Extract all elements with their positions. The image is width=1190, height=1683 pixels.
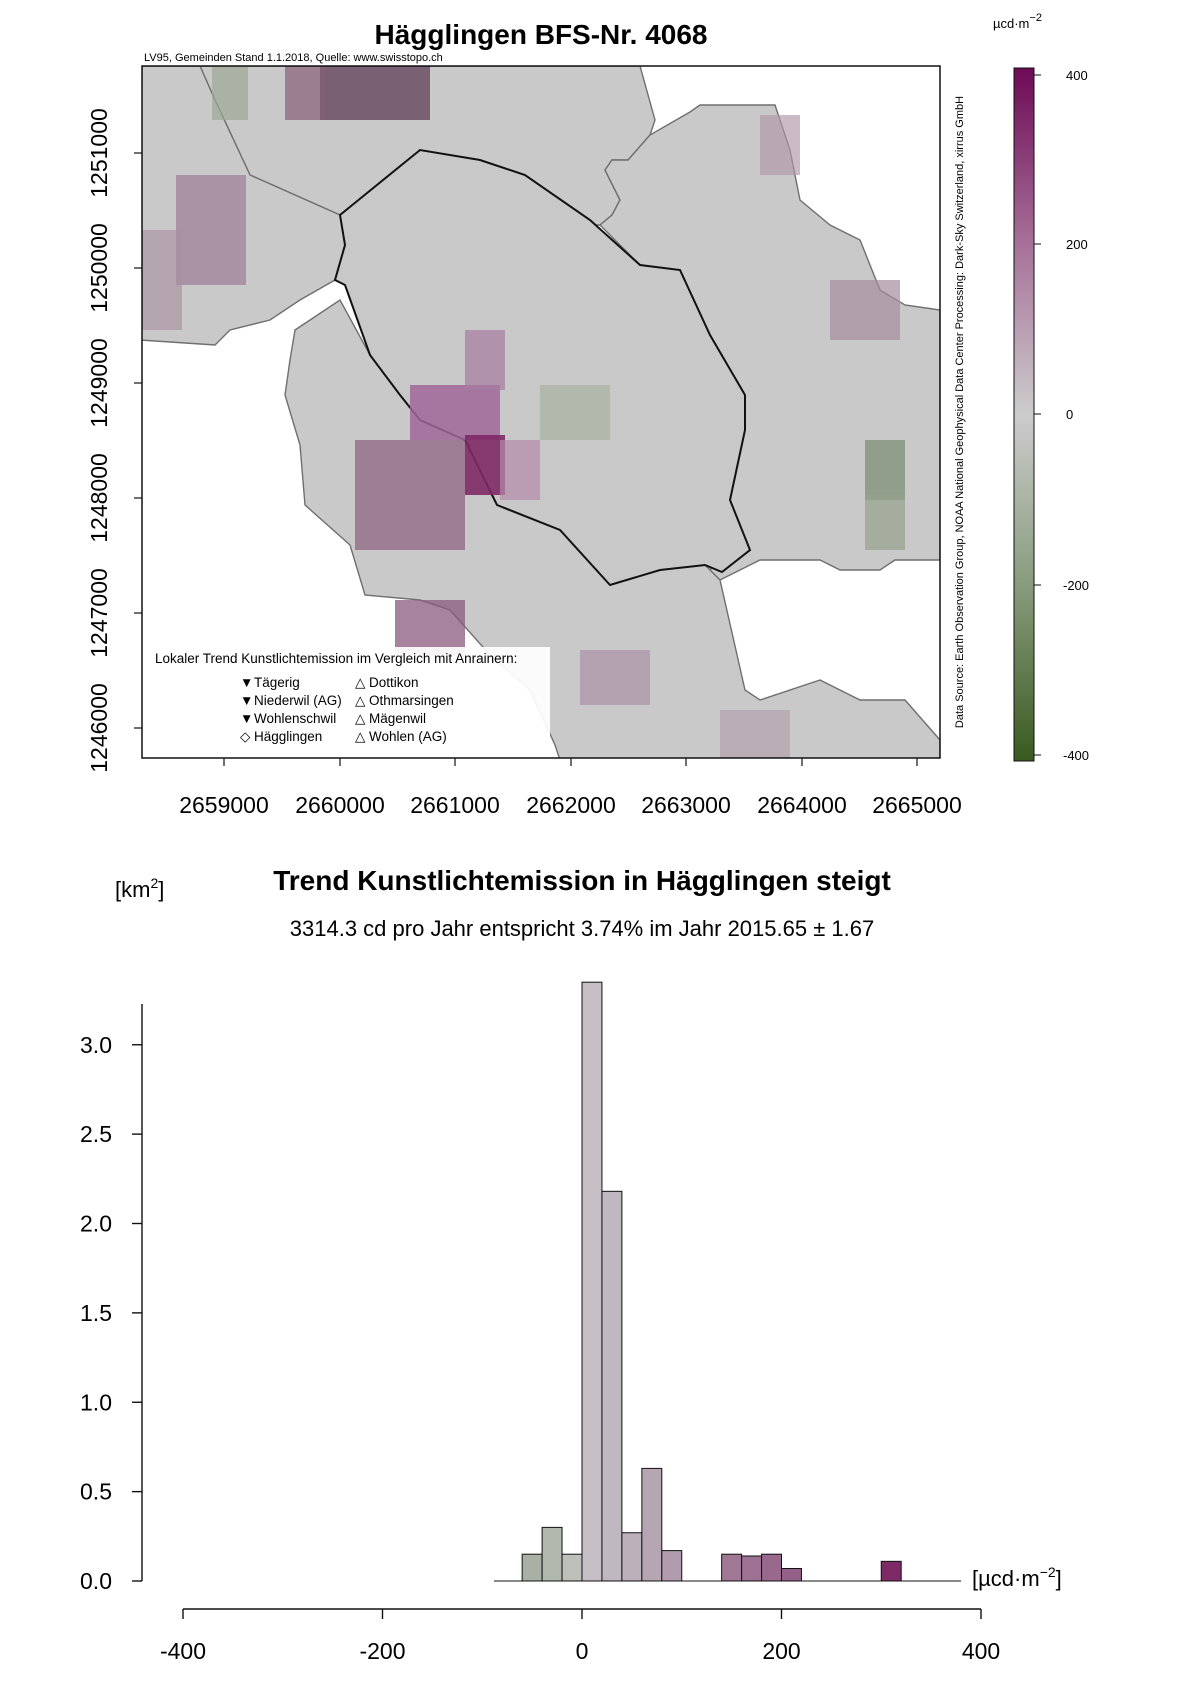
legend-label: Wohlen (AG) <box>369 729 447 744</box>
legend-symbol: △ <box>355 711 366 726</box>
legend-label: Niederwil (AG) <box>254 693 342 708</box>
map-y-tick-label: 1249000 <box>86 338 112 428</box>
histogram-bar <box>761 1553 782 1582</box>
map-x-tick-label: 2664000 <box>757 792 847 818</box>
histogram-x-tick-label: 0 <box>576 1638 589 1664</box>
histogram-bar <box>741 1555 763 1582</box>
histogram-y-tick-label: 1.5 <box>80 1300 112 1326</box>
colorbar-gradient <box>1013 67 1035 762</box>
colorbar-tick-label: 400 <box>1066 68 1088 83</box>
histogram-bar <box>561 1553 583 1582</box>
map-x-tick-label: 2661000 <box>410 792 500 818</box>
legend-symbol: △ <box>355 693 366 708</box>
colorbar: µcd·m−2 400 200 0 -200 -400 <box>993 12 1089 763</box>
map-legend: Lokaler Trend Kunstlichtemission im Verg… <box>155 651 517 744</box>
histogram-bar <box>621 1532 643 1582</box>
map-y-tick-label: 1246000 <box>86 683 112 773</box>
legend-symbol: △ <box>355 729 366 744</box>
map-x-tick-labels: 2659000 2660000 2661000 2662000 2663000 … <box>179 792 962 818</box>
legend-symbol: ▼ <box>240 693 253 708</box>
histogram-y-label: [km2] <box>115 875 164 902</box>
map-legend-box <box>148 647 550 750</box>
legend-symbol: ▼ <box>240 711 253 726</box>
histogram-x-tick-label: -200 <box>359 1638 405 1664</box>
map-subtitle: LV95, Gemeinden Stand 1.1.2018, Quelle: … <box>144 52 443 64</box>
colorbar-tick-label: -400 <box>1063 748 1089 763</box>
histogram-bar <box>581 981 603 1582</box>
map-y-tick-label: 1251000 <box>86 108 112 198</box>
map-frame <box>141 65 941 759</box>
map-y-tick-label: 1247000 <box>86 568 112 658</box>
legend-label: Dottikon <box>369 675 419 690</box>
haegglingen-boundary <box>333 148 752 587</box>
map-x-tick-label: 2660000 <box>295 792 385 818</box>
legend-symbol: ▼ <box>240 675 253 690</box>
histogram-bars <box>521 981 902 1582</box>
histogram-panel: Trend Kunstlichtemission in Hägglingen s… <box>80 865 1062 1664</box>
map-title: Hägglingen BFS-Nr. 4068 <box>375 19 708 50</box>
histogram-y-tick-label: 2.5 <box>80 1121 112 1147</box>
histogram-bar <box>541 1526 563 1582</box>
histogram-x-tick-label: 400 <box>962 1638 1000 1664</box>
map-y-axis <box>134 152 142 729</box>
map-x-tick-label: 2665000 <box>872 792 962 818</box>
histogram-subtitle: 3314.3 cd pro Jahr entspricht 3.74% im J… <box>290 916 874 941</box>
map-y-tick-labels: 1246000 1247000 1248000 1249000 1250000 … <box>86 108 112 773</box>
map-area <box>142 66 940 758</box>
legend-symbol: △ <box>355 675 366 690</box>
colorbar-tick-label: 200 <box>1066 237 1088 252</box>
data-source-note: Data Source: Earth Observation Group, NO… <box>954 96 966 728</box>
colorbar-tick-label: -200 <box>1063 578 1089 593</box>
legend-label: Othmarsingen <box>369 693 454 708</box>
histogram-bar <box>781 1567 802 1582</box>
histogram-bar <box>880 1560 902 1582</box>
histogram-bar <box>521 1553 543 1582</box>
map-x-tick-label: 2659000 <box>179 792 269 818</box>
map-x-axis <box>223 758 918 766</box>
map-x-tick-label: 2663000 <box>641 792 731 818</box>
histogram-bar <box>641 1467 663 1582</box>
histogram-y-ticks: 0.0 0.5 1.0 1.5 2.0 2.5 3.0 <box>80 1032 142 1594</box>
legend-label: Mägenwil <box>369 711 426 726</box>
histogram-x-tick-label: -400 <box>160 1638 206 1664</box>
legend-label: Tägerig <box>254 675 300 690</box>
histogram-y-tick-label: 3.0 <box>80 1032 112 1058</box>
histogram-bar <box>661 1550 683 1582</box>
histogram-y-tick-label: 2.0 <box>80 1211 112 1237</box>
histogram-bar <box>721 1553 743 1582</box>
map-x-tick-label: 2662000 <box>526 792 616 818</box>
histogram-x-ticks: -400 -200 0 200 400 <box>160 1609 1000 1664</box>
map-y-tick-label: 1250000 <box>86 223 112 313</box>
colorbar-unit-label: µcd·m−2 <box>993 12 1042 31</box>
histogram-x-label: [µcd·m−2] <box>972 1564 1062 1591</box>
trend-cells <box>142 66 905 758</box>
colorbar-tick-label: 0 <box>1066 407 1073 422</box>
histogram-y-tick-label: 0.5 <box>80 1479 112 1505</box>
histogram-x-tick-label: 200 <box>762 1638 800 1664</box>
histogram-y-tick-label: 0.0 <box>80 1568 112 1594</box>
map-panel: Hägglingen BFS-Nr. 4068 LV95, Gemeinden … <box>86 19 966 818</box>
histogram-bar <box>601 1190 623 1582</box>
legend-symbol: ◇ <box>240 729 251 744</box>
map-legend-title: Lokaler Trend Kunstlichtemission im Verg… <box>155 651 517 666</box>
histogram-y-tick-label: 1.0 <box>80 1389 112 1415</box>
map-y-tick-label: 1248000 <box>86 453 112 543</box>
histogram-title: Trend Kunstlichtemission in Hägglingen s… <box>273 865 891 896</box>
legend-label: Wohlenschwil <box>254 711 336 726</box>
legend-label: Hägglingen <box>254 729 322 744</box>
